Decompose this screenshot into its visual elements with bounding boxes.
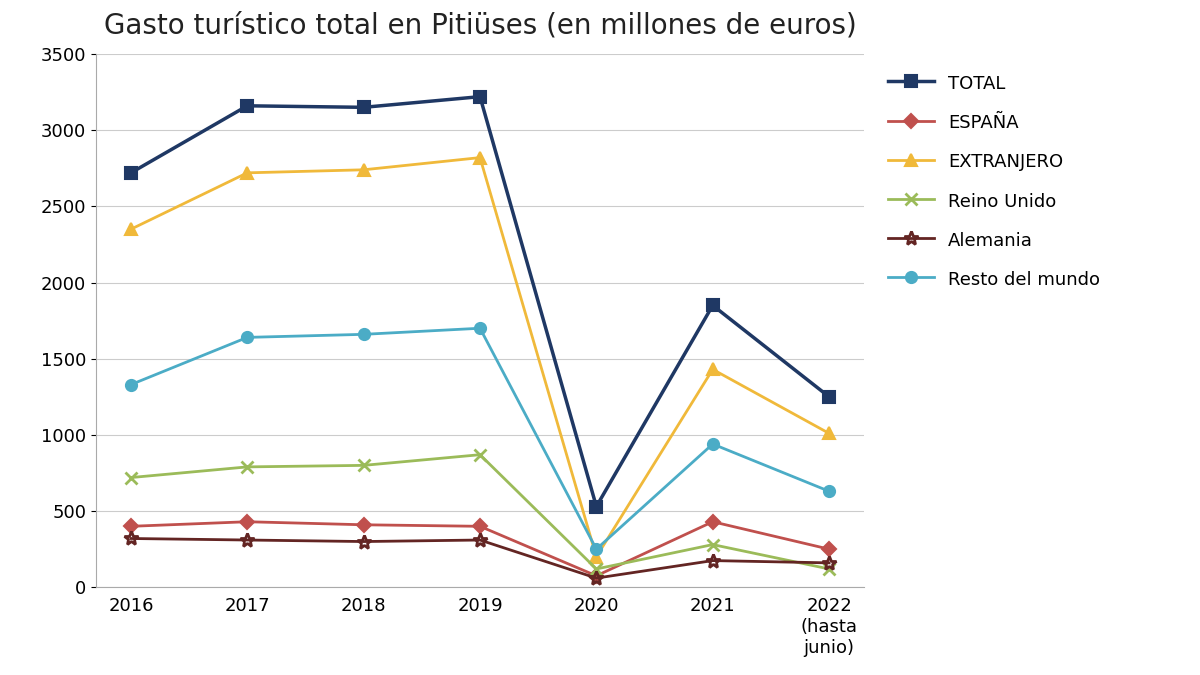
- Alemania: [124, 535, 138, 543]
- Resto del mundo: [822, 487, 836, 495]
- TOTAL: [124, 169, 138, 177]
- TOTAL: [589, 502, 604, 510]
- TOTAL: [706, 301, 720, 309]
- ESPAÑA: [473, 522, 487, 531]
- EXTRANJERO: [706, 365, 720, 373]
- Resto del mundo: [356, 330, 371, 338]
- Alemania: [822, 559, 836, 567]
- TOTAL: [356, 103, 371, 111]
- Alemania: [589, 574, 604, 582]
- Reino Unido: [473, 451, 487, 459]
- EXTRANJERO: [473, 153, 487, 161]
- Line: ESPAÑA: ESPAÑA: [126, 517, 834, 580]
- Line: Resto del mundo: Resto del mundo: [125, 323, 835, 555]
- Reino Unido: [356, 461, 371, 469]
- Line: EXTRANJERO: EXTRANJERO: [125, 152, 835, 562]
- ESPAÑA: [124, 522, 138, 531]
- Alemania: [240, 536, 254, 544]
- Alemania: [706, 556, 720, 564]
- EXTRANJERO: [822, 429, 836, 437]
- ESPAÑA: [706, 518, 720, 526]
- EXTRANJERO: [124, 225, 138, 234]
- EXTRANJERO: [589, 553, 604, 561]
- Resto del mundo: [706, 440, 720, 448]
- ESPAÑA: [240, 518, 254, 526]
- ESPAÑA: [589, 572, 604, 580]
- Reino Unido: [706, 541, 720, 549]
- Resto del mundo: [240, 333, 254, 342]
- Alemania: [356, 537, 371, 545]
- Resto del mundo: [124, 381, 138, 389]
- Line: TOTAL: TOTAL: [125, 91, 835, 512]
- Reino Unido: [822, 565, 836, 573]
- EXTRANJERO: [356, 166, 371, 174]
- ESPAÑA: [822, 545, 836, 554]
- TOTAL: [473, 92, 487, 101]
- Reino Unido: [124, 473, 138, 481]
- Reino Unido: [589, 565, 604, 573]
- EXTRANJERO: [240, 169, 254, 177]
- Resto del mundo: [589, 545, 604, 554]
- Title: Gasto turístico total en Pitiüses (en millones de euros): Gasto turístico total en Pitiüses (en mi…: [103, 11, 857, 39]
- Resto del mundo: [473, 324, 487, 332]
- ESPAÑA: [356, 520, 371, 529]
- Reino Unido: [240, 463, 254, 471]
- Line: Reino Unido: Reino Unido: [125, 448, 835, 575]
- Alemania: [473, 536, 487, 544]
- Legend: TOTAL, ESPAÑA, EXTRANJERO, Reino Unido, Alemania, Resto del mundo: TOTAL, ESPAÑA, EXTRANJERO, Reino Unido, …: [888, 74, 1100, 289]
- TOTAL: [240, 102, 254, 110]
- TOTAL: [822, 393, 836, 401]
- Line: Alemania: Alemania: [124, 531, 836, 585]
